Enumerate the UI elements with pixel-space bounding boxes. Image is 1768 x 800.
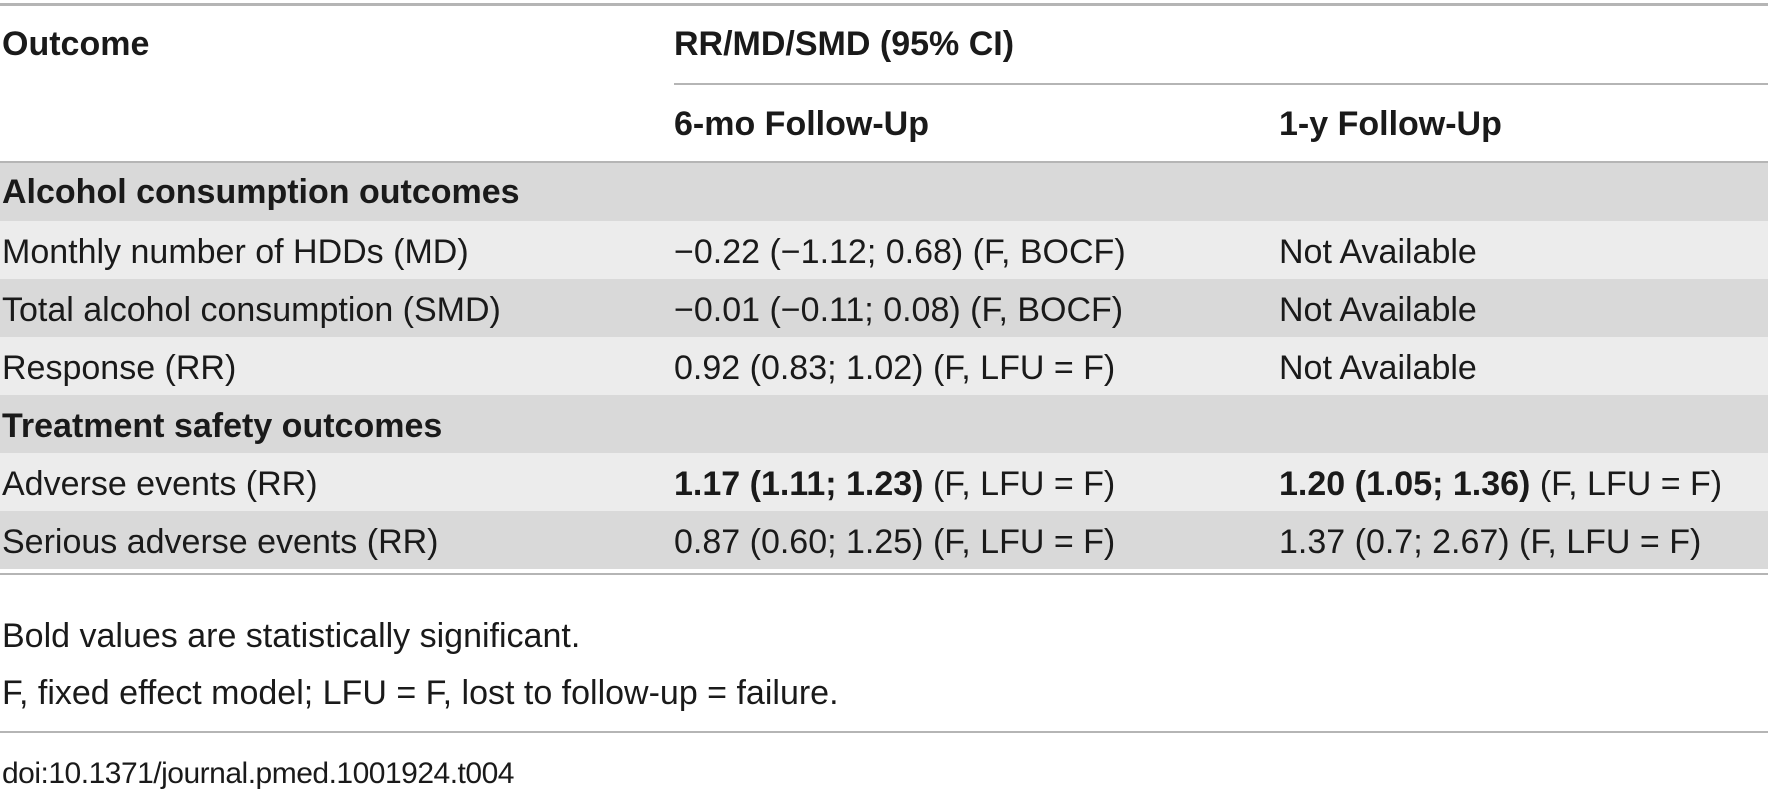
row-1y-rest: Not Available: [1279, 349, 1477, 387]
row-1y-value: Not Available: [1279, 232, 1477, 272]
row-1y-value: Not Available: [1279, 348, 1477, 388]
table-row: [0, 511, 1768, 569]
row-6mo-rest: 0.92 (0.83; 1.02) (F, LFU = F): [674, 349, 1116, 387]
row-6mo-value: 1.17 (1.11; 1.23) (F, LFU = F): [674, 464, 1115, 504]
row-6mo-value: −0.22 (−1.12; 0.68) (F, BOCF): [674, 232, 1126, 272]
row-6mo-rest: −0.01 (−0.11; 0.08) (F, BOCF): [674, 291, 1124, 329]
row-6mo-value: 0.92 (0.83; 1.02) (F, LFU = F): [674, 348, 1115, 388]
table-row: [0, 221, 1768, 279]
row-6mo-value: −0.01 (−0.11; 0.08) (F, BOCF): [674, 290, 1123, 330]
footnote-abbrev: F, fixed effect model; LFU = F, lost to …: [2, 674, 839, 712]
footnote-bold: Bold values are statistically significan…: [2, 617, 581, 655]
table-top-rule: [0, 3, 1768, 6]
header-bottom-rule: [0, 161, 1768, 163]
header-group: RR/MD/SMD (95% CI): [674, 25, 1015, 63]
table-row: [0, 337, 1768, 395]
row-1y-rest: Not Available: [1279, 233, 1477, 271]
section-title: Treatment safety outcomes: [2, 407, 443, 445]
section-row: [0, 163, 1768, 221]
row-1y-value: 1.20 (1.05; 1.36) (F, LFU = F): [1279, 464, 1722, 504]
row-outcome: Serious adverse events (RR): [2, 523, 439, 561]
header-outcome: Outcome: [2, 25, 150, 63]
row-outcome: Adverse events (RR): [2, 465, 318, 503]
header-1y: 1-y Follow-Up: [1279, 105, 1502, 143]
row-1y-bold: 1.20 (1.05; 1.36): [1279, 465, 1531, 503]
doi-link[interactable]: doi:10.1371/journal.pmed.1001924.t004: [2, 757, 514, 790]
row-outcome: Total alcohol consumption (SMD): [2, 291, 501, 329]
header-6mo: 6-mo Follow-Up: [674, 105, 929, 143]
section-row: [0, 395, 1768, 453]
row-6mo-rest: −0.22 (−1.12; 0.68) (F, BOCF): [674, 233, 1126, 271]
row-outcome: Monthly number of HDDs (MD): [2, 233, 469, 271]
row-1y-value: Not Available: [1279, 290, 1477, 330]
table-bottom-rule: [0, 573, 1768, 575]
row-6mo-rest: (F, LFU = F): [923, 465, 1116, 503]
header-span-rule: [674, 83, 1768, 85]
row-1y-rest: (F, LFU = F): [1530, 465, 1723, 503]
table-row: [0, 453, 1768, 511]
table-row: [0, 279, 1768, 337]
row-1y-rest: Not Available: [1279, 291, 1477, 329]
section-title: Alcohol consumption outcomes: [2, 173, 520, 211]
row-6mo-bold: 1.17 (1.11; 1.23): [674, 465, 924, 503]
row-outcome: Response (RR): [2, 349, 237, 387]
row-1y-value: 1.37 (0.7; 2.67) (F, LFU = F): [1279, 522, 1701, 562]
row-6mo-rest: 0.87 (0.60; 1.25) (F, LFU = F): [674, 523, 1116, 561]
doi-rule: [0, 731, 1768, 733]
row-1y-rest: 1.37 (0.7; 2.67) (F, LFU = F): [1279, 523, 1702, 561]
row-6mo-value: 0.87 (0.60; 1.25) (F, LFU = F): [674, 522, 1115, 562]
